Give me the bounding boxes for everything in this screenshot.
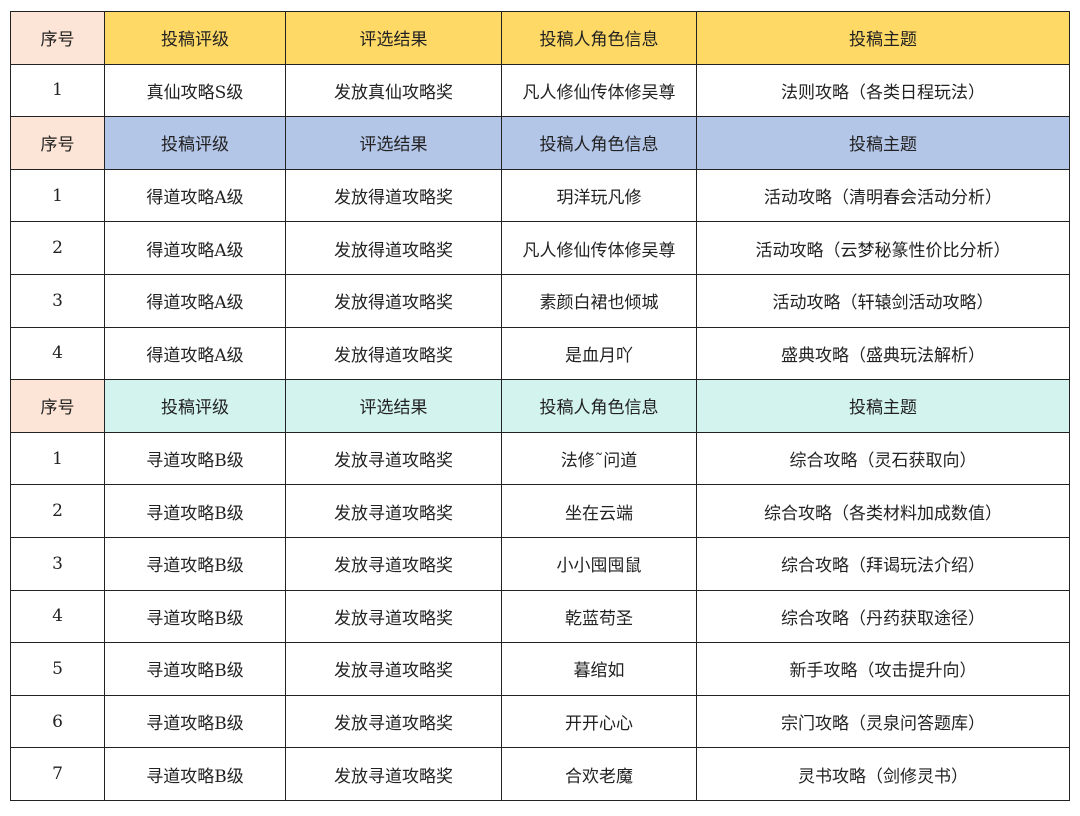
table-row: 1 寻道攻略B级 发放寻道攻略奖 法修˜问道 综合攻略（灵石获取向） — [10, 431, 1070, 486]
header-index: 序号 — [10, 379, 105, 433]
cell-index: 7 — [10, 747, 105, 801]
cell-author: 凡人修仙传体修吴尊 — [501, 63, 697, 118]
cell-topic: 宗门攻略（灵泉问答题库） — [696, 694, 1070, 749]
table-row: 2 寻道攻略B级 发放寻道攻略奖 坐在云端 综合攻略（各类材料加成数值） — [10, 484, 1070, 538]
cell-topic: 新手攻略（攻击提升向） — [696, 642, 1070, 696]
cell-index: 2 — [10, 221, 105, 275]
cell-author: 坐在云端 — [501, 484, 697, 538]
cell-rating: 得道攻略A级 — [104, 221, 286, 275]
table-row: 4 寻道攻略B级 发放寻道攻略奖 乾蓝苟圣 综合攻略（丹药获取途径） — [10, 589, 1070, 644]
cell-rating: 寻道攻略B级 — [104, 694, 286, 749]
cell-index: 1 — [10, 168, 105, 223]
cell-topic: 综合攻略（丹药获取途径） — [696, 589, 1070, 644]
cell-topic: 活动攻略（云梦秘篆性价比分析） — [696, 221, 1070, 275]
cell-author: 素颜白裙也倾城 — [501, 273, 697, 328]
cell-author: 是血月吖 — [501, 326, 697, 381]
cell-index: 4 — [10, 589, 105, 644]
cell-author: 凡人修仙传体修吴尊 — [501, 221, 697, 275]
cell-rating: 寻道攻略B级 — [104, 484, 286, 538]
table-row: 1 真仙攻略S级 发放真仙攻略奖 凡人修仙传体修吴尊 法则攻略（各类日程玩法） — [10, 63, 1070, 118]
header-topic: 投稿主题 — [696, 11, 1070, 65]
cell-topic: 综合攻略（灵石获取向） — [696, 431, 1070, 486]
cell-result: 发放得道攻略奖 — [285, 168, 502, 223]
cell-index: 2 — [10, 484, 105, 538]
cell-rating: 寻道攻略B级 — [104, 642, 286, 696]
cell-topic: 活动攻略（轩辕剑活动攻略） — [696, 273, 1070, 328]
header-topic: 投稿主题 — [696, 379, 1070, 433]
cell-author: 小小囤囤鼠 — [501, 536, 697, 591]
cell-index: 6 — [10, 694, 105, 749]
section-header-row: 序号 投稿评级 评选结果 投稿人角色信息 投稿主题 — [10, 11, 1070, 65]
header-result: 评选结果 — [285, 379, 502, 433]
cell-topic: 法则攻略（各类日程玩法） — [696, 63, 1070, 118]
cell-rating: 得道攻略A级 — [104, 168, 286, 223]
cell-result: 发放真仙攻略奖 — [285, 63, 502, 118]
cell-result: 发放寻道攻略奖 — [285, 747, 502, 801]
cell-index: 3 — [10, 536, 105, 591]
header-author: 投稿人角色信息 — [501, 379, 697, 433]
cell-result: 发放寻道攻略奖 — [285, 642, 502, 696]
table-row: 6 寻道攻略B级 发放寻道攻略奖 开开心心 宗门攻略（灵泉问答题库） — [10, 694, 1070, 749]
cell-rating: 寻道攻略B级 — [104, 431, 286, 486]
cell-result: 发放寻道攻略奖 — [285, 536, 502, 591]
cell-index: 3 — [10, 273, 105, 328]
cell-result: 发放寻道攻略奖 — [285, 694, 502, 749]
header-rating: 投稿评级 — [104, 11, 286, 65]
cell-rating: 寻道攻略B级 — [104, 747, 286, 801]
cell-topic: 盛典攻略（盛典玩法解析） — [696, 326, 1070, 381]
table-row: 3 得道攻略A级 发放得道攻略奖 素颜白裙也倾城 活动攻略（轩辕剑活动攻略） — [10, 273, 1070, 328]
header-index: 序号 — [10, 116, 105, 170]
cell-author: 法修˜问道 — [501, 431, 697, 486]
section-header-row: 序号 投稿评级 评选结果 投稿人角色信息 投稿主题 — [10, 379, 1070, 433]
section-header-row: 序号 投稿评级 评选结果 投稿人角色信息 投稿主题 — [10, 116, 1070, 170]
header-author: 投稿人角色信息 — [501, 116, 697, 170]
header-rating: 投稿评级 — [104, 116, 286, 170]
header-rating: 投稿评级 — [104, 379, 286, 433]
table-row: 1 得道攻略A级 发放得道攻略奖 玥洋玩凡修 活动攻略（清明春会活动分析） — [10, 168, 1070, 223]
table-row: 3 寻道攻略B级 发放寻道攻略奖 小小囤囤鼠 综合攻略（拜谒玩法介绍） — [10, 536, 1070, 591]
table-row: 2 得道攻略A级 发放得道攻略奖 凡人修仙传体修吴尊 活动攻略（云梦秘篆性价比分析） — [10, 221, 1070, 275]
cell-result: 发放寻道攻略奖 — [285, 589, 502, 644]
cell-index: 4 — [10, 326, 105, 381]
award-table: 序号 投稿评级 评选结果 投稿人角色信息 投稿主题 1 真仙攻略S级 发放真仙攻略奖 凡人修仙传… — [10, 11, 1070, 801]
cell-author: 乾蓝苟圣 — [501, 589, 697, 644]
cell-topic: 综合攻略（各类材料加成数值） — [696, 484, 1070, 538]
table-row: 5 寻道攻略B级 发放寻道攻略奖 暮绾如 新手攻略（攻击提升向） — [10, 642, 1070, 696]
cell-index: 1 — [10, 63, 105, 118]
cell-topic: 活动攻略（清明春会活动分析） — [696, 168, 1070, 223]
header-result: 评选结果 — [285, 116, 502, 170]
cell-topic: 综合攻略（拜谒玩法介绍） — [696, 536, 1070, 591]
cell-rating: 真仙攻略S级 — [104, 63, 286, 118]
header-result: 评选结果 — [285, 11, 502, 65]
cell-index: 1 — [10, 431, 105, 486]
cell-result: 发放得道攻略奖 — [285, 221, 502, 275]
cell-result: 发放得道攻略奖 — [285, 326, 502, 381]
cell-rating: 得道攻略A级 — [104, 273, 286, 328]
cell-result: 发放寻道攻略奖 — [285, 431, 502, 486]
header-author: 投稿人角色信息 — [501, 11, 697, 65]
cell-rating: 得道攻略A级 — [104, 326, 286, 381]
cell-author: 暮绾如 — [501, 642, 697, 696]
header-index: 序号 — [10, 11, 105, 65]
table-row: 4 得道攻略A级 发放得道攻略奖 是血月吖 盛典攻略（盛典玩法解析） — [10, 326, 1070, 381]
cell-result: 发放寻道攻略奖 — [285, 484, 502, 538]
cell-index: 5 — [10, 642, 105, 696]
cell-author: 开开心心 — [501, 694, 697, 749]
cell-author: 玥洋玩凡修 — [501, 168, 697, 223]
cell-rating: 寻道攻略B级 — [104, 589, 286, 644]
cell-author: 合欢老魔 — [501, 747, 697, 801]
cell-result: 发放得道攻略奖 — [285, 273, 502, 328]
table-row: 7 寻道攻略B级 发放寻道攻略奖 合欢老魔 灵书攻略（剑修灵书） — [10, 747, 1070, 801]
cell-rating: 寻道攻略B级 — [104, 536, 286, 591]
cell-topic: 灵书攻略（剑修灵书） — [696, 747, 1070, 801]
header-topic: 投稿主题 — [696, 116, 1070, 170]
